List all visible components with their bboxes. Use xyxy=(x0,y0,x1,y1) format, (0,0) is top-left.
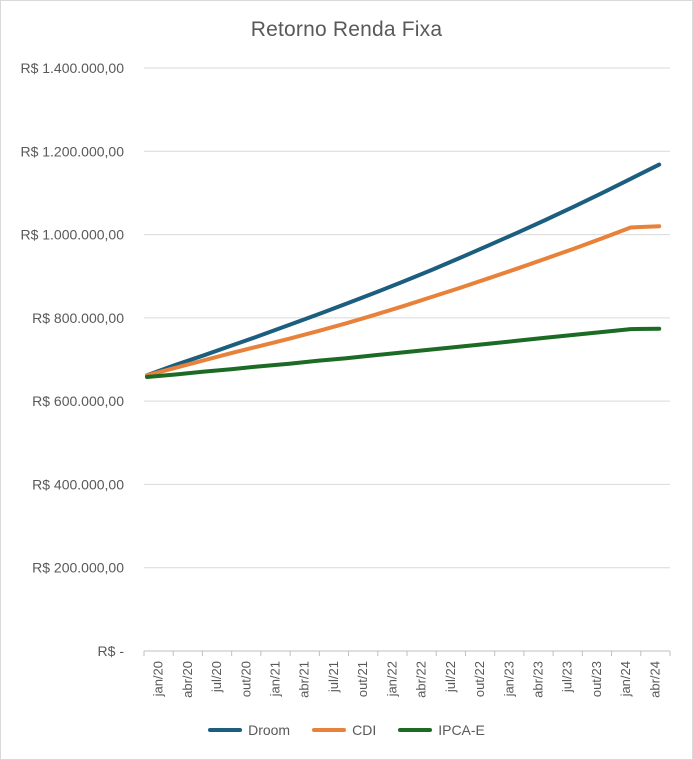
x-tick-label: abr/20 xyxy=(180,661,195,698)
legend-item-droom: Droom xyxy=(208,722,290,738)
x-tick-label: out/22 xyxy=(472,661,487,697)
series-line-cdi xyxy=(145,224,662,378)
legend-label: IPCA-E xyxy=(438,722,485,738)
y-tick-label: R$ 800.000,00 xyxy=(32,310,124,326)
x-tick-label: jan/21 xyxy=(268,661,283,697)
x-tick-label: abr/21 xyxy=(297,661,312,698)
y-tick-label: R$ 1.000.000,00 xyxy=(20,227,124,243)
x-tick-label: jan/23 xyxy=(501,661,516,697)
series-line-ipca-e xyxy=(145,326,662,379)
legend-swatch xyxy=(208,728,243,732)
y-tick-label: R$ 1.200.000,00 xyxy=(20,143,124,159)
series-line-droom xyxy=(145,162,662,378)
x-tick-label: jul/20 xyxy=(209,661,224,693)
y-tick-label: R$ - xyxy=(98,643,125,659)
x-tick-label: abr/22 xyxy=(414,661,429,698)
legend-swatch xyxy=(312,728,347,732)
legend-swatch xyxy=(398,728,433,732)
x-tick-label: abr/23 xyxy=(531,661,546,698)
x-tick-label: jul/21 xyxy=(326,661,341,693)
chart-title: Retorno Renda Fixa xyxy=(250,18,443,41)
legend-item-cdi: CDI xyxy=(312,722,376,738)
x-tick-label: jul/23 xyxy=(560,661,575,693)
chart-legend: Droom CDI IPCA-E xyxy=(0,722,693,738)
legend-label: CDI xyxy=(352,722,377,738)
y-tick-label: R$ 200.000,00 xyxy=(32,560,124,576)
x-tick-label: out/23 xyxy=(589,661,604,697)
x-tick-label: out/20 xyxy=(238,661,253,697)
x-tick-label: abr/24 xyxy=(647,661,662,698)
legend-label: Droom xyxy=(248,722,291,738)
x-tick-label: jan/20 xyxy=(151,661,166,697)
y-tick-label: R$ 1.400.000,00 xyxy=(20,60,124,76)
x-tick-label: jan/24 xyxy=(618,661,633,697)
y-tick-label: R$ 400.000,00 xyxy=(32,476,124,492)
x-tick-label: out/21 xyxy=(355,661,370,697)
legend-item-ipca-e: IPCA-E xyxy=(398,722,485,738)
x-tick-label: jul/22 xyxy=(443,661,458,693)
y-tick-label: R$ 600.000,00 xyxy=(32,393,124,409)
x-tick-label: jan/22 xyxy=(384,661,399,697)
